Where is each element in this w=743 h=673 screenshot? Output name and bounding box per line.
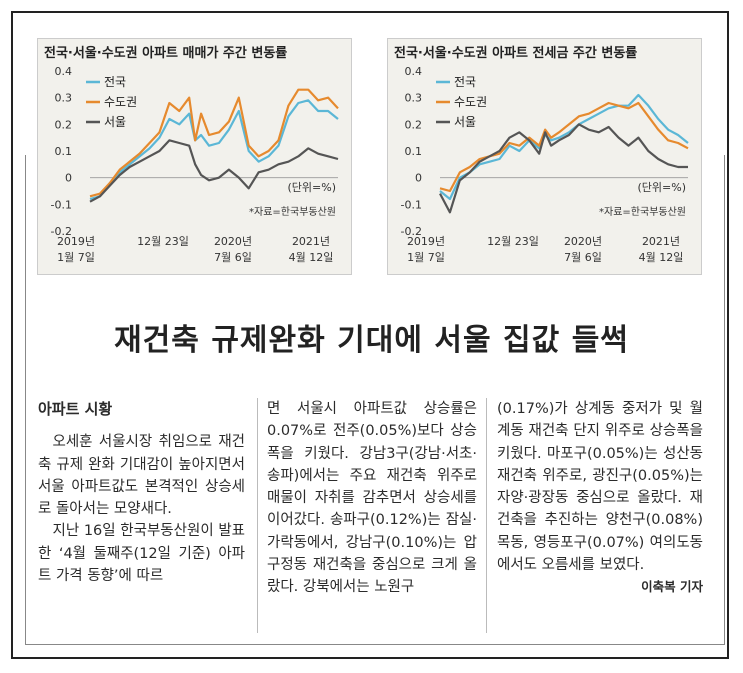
legend-label: 전국 — [454, 75, 476, 89]
series-line — [439, 123, 688, 214]
column-divider — [486, 398, 487, 633]
article-paragraph: 오세훈 서울시장 취임으로 재건축 규제 완화 기대감이 높아지면서 서울 아파… — [38, 434, 245, 518]
y-tick-label: -0.2 — [51, 225, 72, 238]
y-tick-label: 0 — [415, 172, 422, 185]
legend-label: 수도권 — [454, 95, 487, 109]
article-frame — [11, 11, 729, 659]
x-tick-label: 2020년 — [564, 235, 602, 248]
y-tick-label: 0.3 — [55, 92, 73, 105]
legend-label: 서울 — [454, 115, 476, 129]
x-tick-label: 4월 12일 — [289, 250, 334, 264]
article-column-2: 면 서울시 아파트값 상승률은 0.07%로 전주(0.05%)보다 상승폭을 … — [267, 398, 477, 599]
article-inner-frame — [25, 155, 725, 645]
source-note: *자료=한국부동산원 — [249, 206, 336, 218]
sale-price-chart: 전국·서울·수도권 아파트 매매가 주간 변동률 0.4 0.3 0.2 0.1 0 -0… — [37, 38, 352, 275]
article-paragraph: (0.17%)가 상계동 중저가 및 월계동 재건축 단지 위주로 상승폭을 키… — [497, 398, 703, 594]
legend-label: 수도권 — [104, 95, 137, 109]
legend-label: 서울 — [104, 115, 126, 129]
article-text: (0.17%)가 상계동 중저가 및 월계동 재건축 단지 위주로 상승폭을 키… — [497, 401, 703, 574]
x-tick-label: 1월 7일 — [407, 250, 445, 264]
series-line — [439, 101, 689, 193]
series-line — [89, 139, 339, 203]
article-column-3: (0.17%)가 상계동 중저가 및 월계동 재건축 단지 위주로 상승폭을 키… — [497, 398, 703, 599]
y-tick-label: -0.2 — [401, 225, 422, 238]
article-paragraph: 면 서울시 아파트값 상승률은 0.07%로 전주(0.05%)보다 상승폭을 … — [267, 401, 477, 596]
byline: 이축복 기자 — [641, 579, 703, 595]
unit-note: (단위=%) — [638, 181, 687, 194]
x-tick-label: 2021년 — [642, 235, 680, 248]
source-note: *자료=한국부동산원 — [599, 206, 686, 218]
x-tick-label: 4월 12일 — [639, 250, 684, 264]
y-tick-label: -0.1 — [51, 198, 72, 211]
series-line — [89, 99, 339, 201]
headline: 재건축 규제완화 기대에 서울 집값 들썩 — [114, 323, 629, 358]
article-paragraph: 지난 16일 한국부동산원이 발표한 ‘4월 둘째주(12일 기준) 아파트 가… — [38, 523, 245, 585]
y-tick-label: -0.1 — [401, 198, 422, 211]
y-tick-label: 0.4 — [55, 65, 73, 78]
y-tick-label: 0.1 — [405, 145, 423, 158]
x-tick-label: 12월 23일 — [487, 234, 539, 248]
section-label: 아파트 시황 — [38, 400, 113, 418]
y-tick-label: 0.2 — [405, 118, 423, 131]
y-tick-label: 0 — [65, 172, 72, 185]
legend-label: 전국 — [104, 75, 126, 89]
jeonse-price-chart: 전국·서울·수도권 아파트 전세금 주간 변동률 0.4 0.3 0.2 0.1 0 -0… — [387, 38, 702, 275]
chart-title: 전국·서울·수도권 아파트 매매가 주간 변동률 — [44, 46, 288, 61]
series-line — [89, 88, 339, 198]
unit-note: (단위=%) — [288, 181, 337, 194]
x-tick-label: 7월 6일 — [214, 250, 252, 264]
x-tick-label: 2020년 — [214, 235, 252, 248]
y-tick-label: 0.3 — [405, 92, 423, 105]
column-divider — [257, 398, 258, 633]
x-tick-label: 2021년 — [292, 235, 330, 248]
y-tick-label: 0.4 — [405, 65, 423, 78]
x-tick-label: 2019년 — [57, 235, 95, 248]
x-tick-label: 1월 7일 — [57, 250, 95, 264]
chart-title: 전국·서울·수도권 아파트 전세금 주간 변동률 — [394, 46, 638, 61]
x-tick-label: 7월 6일 — [564, 250, 602, 264]
x-tick-label: 2019년 — [407, 235, 445, 248]
y-tick-label: 0.1 — [55, 145, 73, 158]
series-line — [439, 93, 689, 201]
y-tick-label: 0.2 — [55, 118, 73, 131]
x-tick-label: 12월 23일 — [137, 234, 189, 248]
article-column-1: 아파트 시황 오세훈 서울시장 취임으로 재건축 규제 완화 기대감이 높아지면… — [38, 398, 245, 587]
